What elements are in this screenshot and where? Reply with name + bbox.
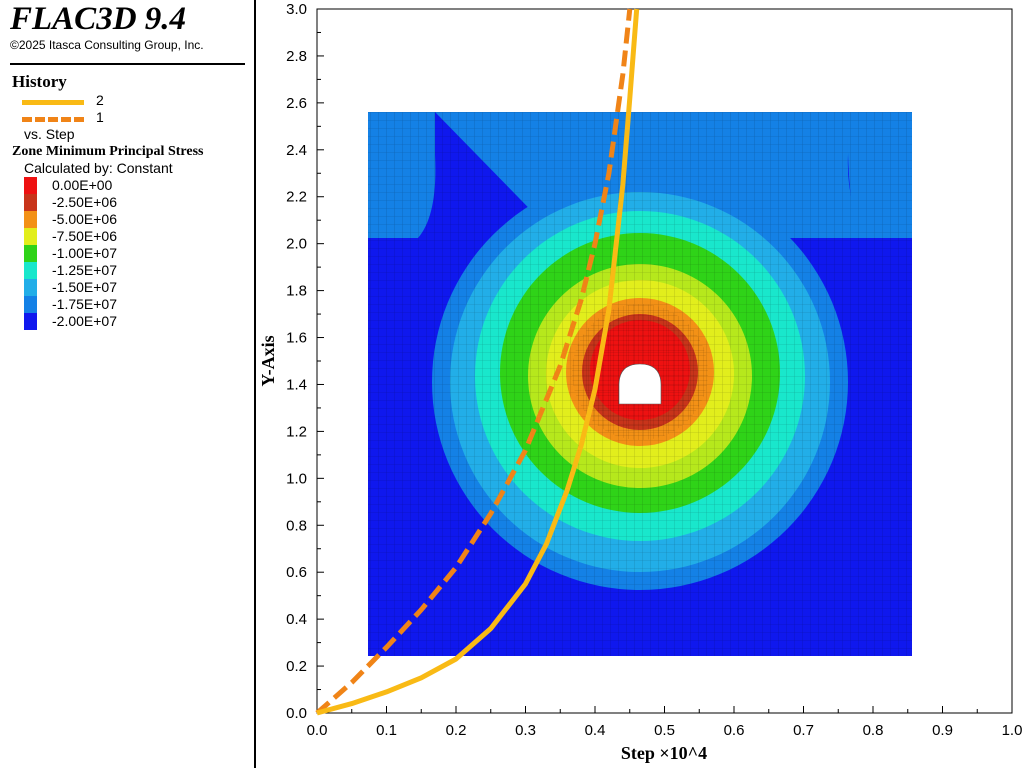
x-tick-label: 0.4 (585, 722, 606, 739)
scale-row: -7.50E+06 (24, 228, 224, 245)
scale-value: -5.00E+06 (52, 211, 117, 227)
y-tick-label: 0.0 (286, 705, 307, 722)
solid-line-swatch (22, 100, 84, 105)
y-tick-label: 1.0 (286, 470, 307, 487)
x-tick-label: 0.9 (932, 722, 953, 739)
y-tick-label: 1.8 (286, 283, 307, 300)
y-tick-label: 0.8 (286, 517, 307, 534)
y-tick-label: 2.2 (286, 189, 307, 206)
color-swatch (24, 262, 37, 279)
x-tick-label: 1.0 (1002, 722, 1023, 739)
scale-row: 0.00E+00 (24, 177, 224, 194)
scale-value: -1.00E+07 (52, 245, 117, 261)
tunnel-opening (618, 363, 662, 405)
y-tick-label: 1.4 (286, 376, 307, 393)
history-line-1 (315, 8, 633, 715)
history-legend-item-1: 1 (22, 109, 242, 127)
copyright-text: ©2025 Itasca Consulting Group, Inc. (10, 38, 204, 52)
y-tick-label: 2.4 (286, 142, 307, 159)
scale-value: -7.50E+06 (52, 228, 117, 244)
stress-contour-model[interactable] (368, 112, 912, 656)
history-legend-item-2: 2 (22, 92, 242, 110)
history-label: 2 (96, 92, 104, 108)
x-axis-ticks: 0.0 0.1 0.2 0.3 0.4 0.5 0.6 0.7 0.8 0.9 1.0 (307, 706, 1023, 739)
vs-step-label: vs. Step (24, 126, 75, 142)
scale-value: 0.00E+00 (52, 177, 113, 193)
plot-viewport[interactable]: 0.0 0.1 0.2 0.3 0.4 0.5 0.6 0.7 0.8 0.9 1.0 0.0 0.2… (258, 0, 1024, 768)
y-tick-label: 3.0 (286, 1, 307, 18)
color-swatch (24, 228, 37, 245)
y-tick-label: 0.4 (286, 611, 307, 628)
x-axis-label: Step ×10^4 (621, 743, 707, 763)
y-tick-label: 0.6 (286, 564, 307, 581)
x-tick-label: 0.5 (654, 722, 675, 739)
scale-row: -1.50E+07 (24, 279, 224, 296)
color-swatch (24, 211, 37, 228)
contour-heading: Zone Minimum Principal Stress (12, 144, 204, 159)
x-tick-label: 0.1 (376, 722, 397, 739)
color-swatch (24, 296, 37, 313)
scale-row: -2.00E+07 (24, 313, 224, 330)
app-title: FLAC3D 9.4 (10, 1, 187, 37)
y-tick-label: 2.8 (286, 48, 307, 65)
color-scale: 0.00E+00 -2.50E+06 -5.00E+06 -7.50E+06 -… (24, 177, 224, 330)
scale-row: -2.50E+06 (24, 194, 224, 211)
scale-value: -1.50E+07 (52, 279, 117, 295)
x-tick-label: 0.3 (515, 722, 536, 739)
y-tick-label: 0.2 (286, 658, 307, 675)
x-tick-label: 0.7 (793, 722, 814, 739)
y-tick-label: 1.2 (286, 423, 307, 440)
title-divider (10, 63, 245, 65)
x-tick-label: 0.2 (446, 722, 467, 739)
scale-row: -1.00E+07 (24, 245, 224, 262)
x-tick-label: 0.0 (307, 722, 328, 739)
history-series (315, 8, 640, 716)
history-heading: History (12, 72, 67, 91)
axes: 0.0 0.1 0.2 0.3 0.4 0.5 0.6 0.7 0.8 0.9 1.0 0.0 0.2… (258, 1, 1022, 763)
color-swatch (24, 245, 37, 262)
color-swatch (24, 194, 37, 211)
scale-row: -1.25E+07 (24, 262, 224, 279)
scale-row: -5.00E+06 (24, 211, 224, 228)
scale-value: -1.25E+07 (52, 262, 117, 278)
x-tick-label: 0.6 (724, 722, 745, 739)
x-tick-label: 0.8 (863, 722, 884, 739)
legend-panel: FLAC3D 9.4 ©2025 Itasca Consulting Group… (0, 0, 256, 768)
color-swatch (24, 279, 37, 296)
scale-value: -2.00E+07 (52, 313, 117, 329)
color-swatch (24, 313, 37, 330)
calculated-by-label: Calculated by: Constant (24, 160, 173, 176)
history-line-2 (316, 8, 640, 716)
y-tick-label: 2.0 (286, 236, 307, 253)
y-tick-label: 2.6 (286, 95, 307, 112)
y-axis-ticks: 0.0 0.2 0.4 0.6 0.8 1.0 1.2 1.4 1.6 1.8 2.0 2.2 2.4 2… (286, 1, 324, 722)
scale-value: -1.75E+07 (52, 296, 117, 312)
color-swatch (24, 177, 37, 194)
scale-value: -2.50E+06 (52, 194, 117, 210)
y-axis-label: Y-Axis (258, 335, 278, 386)
dashed-line-swatch (22, 117, 84, 122)
scale-row: -1.75E+07 (24, 296, 224, 313)
y-tick-label: 1.6 (286, 330, 307, 347)
history-label: 1 (96, 109, 104, 125)
